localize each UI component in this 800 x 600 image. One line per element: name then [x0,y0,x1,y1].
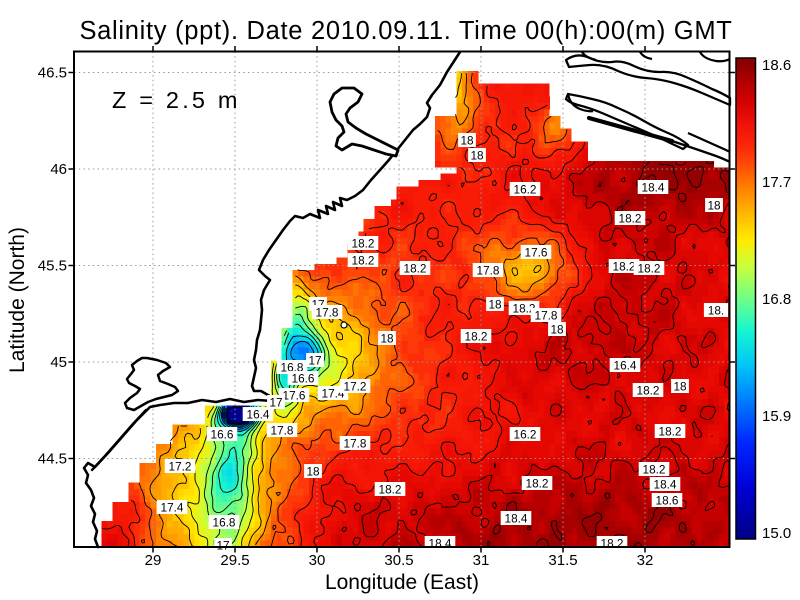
svg-text:32: 32 [637,552,654,569]
svg-text:16.6: 16.6 [211,428,234,442]
svg-text:17.2: 17.2 [344,380,367,394]
svg-text:17.2: 17.2 [169,460,192,474]
svg-text:18: 18 [707,199,721,213]
svg-text:17.4: 17.4 [161,501,184,515]
svg-text:17.8: 17.8 [477,264,500,278]
svg-text:18.4: 18.4 [429,537,452,551]
svg-text:17.7: 17.7 [762,174,791,191]
svg-text:18: 18 [306,465,320,479]
svg-text:18.2: 18.2 [513,302,536,316]
svg-text:18.2: 18.2 [637,384,660,398]
svg-text:18.2: 18.2 [379,483,402,497]
svg-text:18.2: 18.2 [404,262,427,276]
svg-text:18.4: 18.4 [642,181,665,195]
svg-text:15.0: 15.0 [762,525,791,542]
svg-text:18: 18 [673,380,687,394]
svg-text:17.6: 17.6 [525,246,548,260]
svg-text:17: 17 [269,396,282,410]
svg-text:18.6: 18.6 [762,57,791,74]
svg-text:18: 18 [488,298,502,312]
svg-text:18.2: 18.2 [352,254,375,268]
svg-text:18: 18 [380,332,394,346]
svg-text:46: 46 [50,161,67,178]
svg-text:Salinity (ppt). Date 2010.09.1: Salinity (ppt). Date 2010.09.11. Time 00… [79,17,732,45]
svg-text:16.2: 16.2 [514,428,537,442]
svg-text:16.8: 16.8 [762,291,791,308]
svg-text:17: 17 [308,354,321,368]
svg-text:16.2: 16.2 [514,183,537,197]
svg-text:45.5: 45.5 [38,258,67,275]
svg-text:15.9: 15.9 [762,408,791,425]
svg-text:29.5: 29.5 [220,552,249,569]
svg-text:Z = 2.5 m: Z = 2.5 m [112,87,241,113]
svg-text:17: 17 [216,539,229,553]
svg-text:16.4: 16.4 [614,359,637,373]
svg-text:44.5: 44.5 [38,451,67,468]
svg-text:18: 18 [460,134,474,148]
svg-text:46.5: 46.5 [38,65,67,82]
svg-text:18.6: 18.6 [656,494,679,508]
svg-text:31: 31 [473,552,490,569]
svg-text:18.2: 18.2 [638,262,661,276]
svg-text:18: 18 [470,149,484,163]
svg-text:18.4: 18.4 [654,478,677,492]
svg-text:Longitude (East): Longitude (East) [325,571,479,594]
svg-text:18: 18 [550,323,564,337]
svg-text:16.8: 16.8 [213,516,236,530]
svg-text:18.2: 18.2 [613,260,636,274]
svg-text:16.6: 16.6 [292,372,315,386]
svg-text:17.8: 17.8 [344,437,367,451]
svg-text:18.2: 18.2 [352,237,375,251]
svg-text:18.2: 18.2 [659,425,682,439]
svg-text:18.2: 18.2 [601,537,624,551]
svg-text:17.4: 17.4 [322,387,345,401]
svg-text:31.5: 31.5 [548,552,577,569]
svg-text:18.: 18. [708,304,724,318]
svg-text:17.8: 17.8 [535,309,558,323]
svg-text:18.2: 18.2 [526,477,549,491]
svg-text:30.5: 30.5 [384,552,413,569]
svg-text:18.2: 18.2 [619,212,642,226]
svg-text:30: 30 [309,552,326,569]
svg-text:16.4: 16.4 [247,408,270,422]
svg-text:17.6: 17.6 [283,389,306,403]
svg-text:18.2: 18.2 [465,330,488,344]
svg-text:Latitude (North): Latitude (North) [6,227,29,373]
svg-text:18.4: 18.4 [505,512,528,526]
svg-text:45: 45 [50,354,67,371]
svg-text:18.2: 18.2 [643,463,666,477]
svg-text:17.8: 17.8 [271,424,294,438]
svg-text:17.8: 17.8 [316,306,339,320]
svg-text:29: 29 [145,552,162,569]
